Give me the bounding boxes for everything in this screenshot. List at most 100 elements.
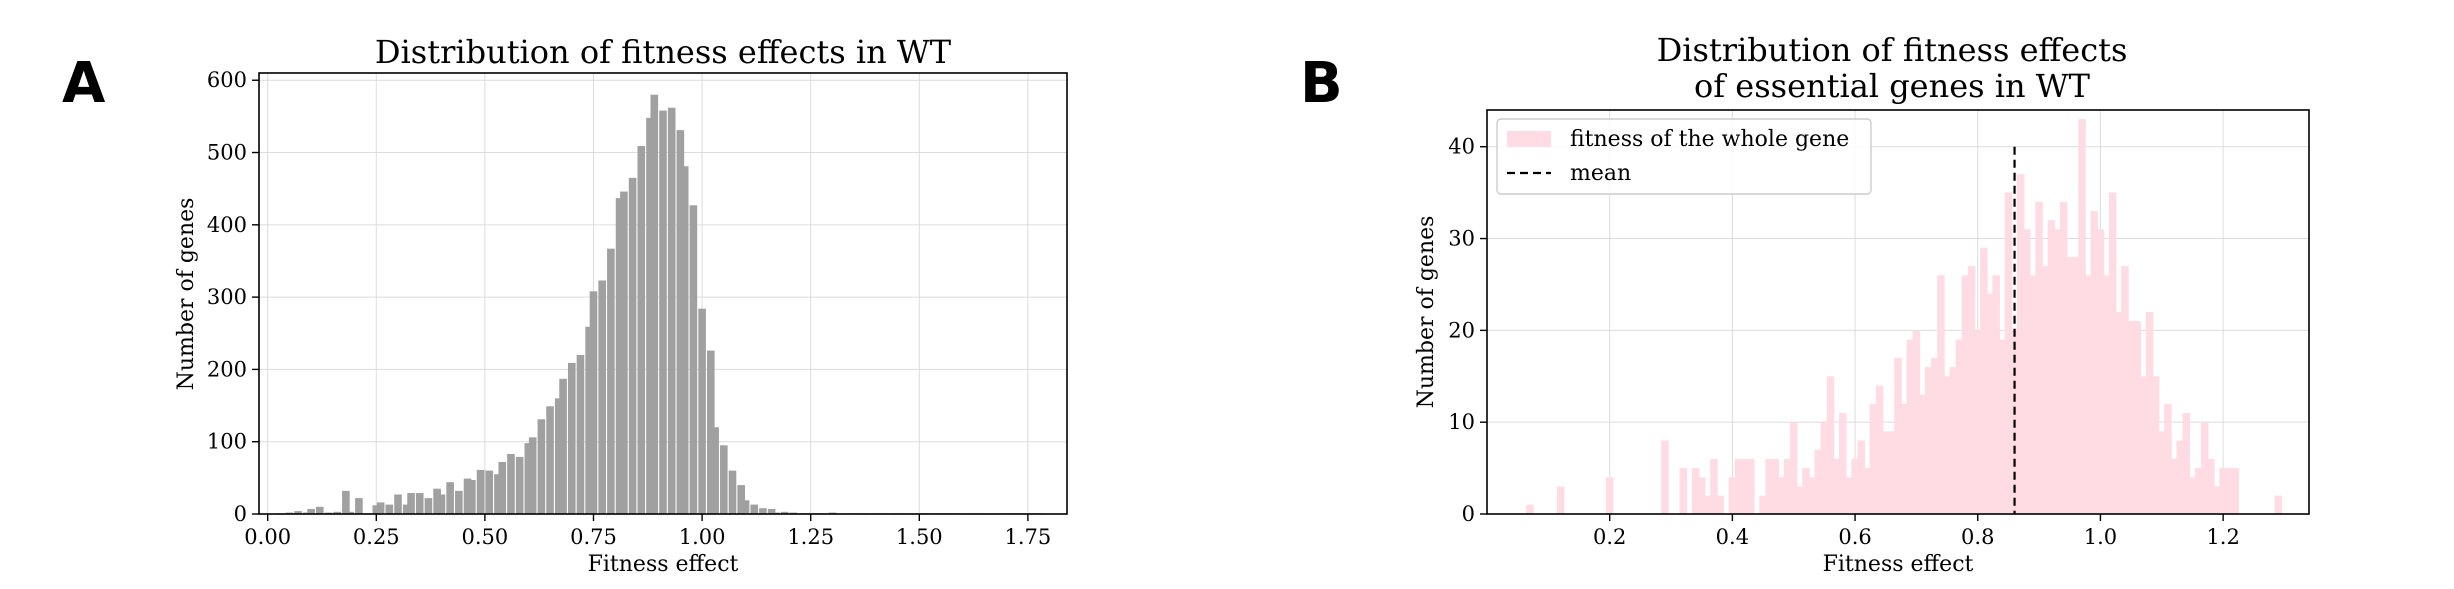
panel-a-bar (385, 504, 394, 514)
panel-a-bar (528, 437, 537, 514)
panel-b-bar (1906, 339, 1915, 514)
panel-b-bar (2115, 312, 2123, 514)
panel-b-bar (2151, 376, 2160, 514)
panel-a-bar (537, 419, 546, 514)
panel-a-ytick-label: 0 (234, 502, 247, 526)
panel-a-bar (355, 498, 363, 514)
panel-b-xtick-label: 0.6 (1838, 525, 1871, 549)
panel-b-bar (1734, 458, 1743, 514)
panel-a-bar (737, 485, 745, 514)
panel-b-bar (2084, 275, 2092, 514)
panel-b-bar (2225, 468, 2234, 514)
panel-b-bar (2096, 229, 2105, 514)
panel-a-bar (424, 498, 433, 514)
panel-a-bar (607, 248, 615, 514)
panel-b-bar (2231, 468, 2240, 514)
panel-b-bar (1924, 367, 1933, 514)
panel-b-bar (1759, 495, 1767, 514)
panel-b-bar (1943, 376, 1951, 514)
panel-b-ticks: 0.2 0.4 0.6 0.8 1.0 1.2 0 10 20 30 40 (1448, 135, 2240, 549)
panel-a: A Distribution of fitness effects in WT … (62, 33, 1068, 577)
panel-a-bar (376, 502, 385, 514)
panel-a-ytick-label: 100 (207, 430, 247, 454)
panel-a-ytick-label: 200 (207, 357, 247, 381)
panel-b-bar (2200, 422, 2209, 514)
panel-b-bar (1851, 458, 1859, 514)
panel-b-bar (2090, 211, 2099, 514)
panel-b-bar (1949, 367, 1957, 514)
panel-a-ytick-label: 300 (207, 285, 247, 309)
legend-box (1496, 118, 1872, 195)
panel-b-bar (2102, 275, 2111, 514)
panel-b-bar (1869, 403, 1878, 514)
panel-b-bar (1857, 440, 1865, 514)
panel-a-bar (741, 500, 750, 514)
panel-a-bar (567, 362, 576, 514)
panel-b-bar (1875, 385, 1884, 514)
panel-a-bar (576, 354, 585, 514)
panel-a-bar (446, 482, 454, 514)
panel-a-plot-frame (258, 72, 1068, 515)
panel-a-bar (680, 166, 689, 514)
panel-a-bars (276, 94, 1045, 515)
panel-b-bar (1839, 413, 1847, 514)
panel-b-bar (1691, 468, 1700, 514)
panel-a-bar (437, 494, 446, 514)
panel-a-bar (554, 398, 563, 514)
panel-b-bar (1661, 440, 1669, 514)
panel-b-bar (1777, 477, 1786, 514)
panel-b-xtick-label: 0.4 (1716, 525, 1749, 549)
panel-b-bar (2004, 192, 2013, 515)
panel-b-bar (2145, 312, 2154, 514)
panel-a-bar (711, 427, 719, 514)
legend-label-whole-gene: fitness of the whole gene (1570, 127, 1849, 152)
panel-b-bar (2127, 321, 2135, 514)
panel-b-bar (1973, 330, 1982, 514)
panel-b-bar (1679, 468, 1688, 514)
panel-a-bar (667, 107, 676, 515)
panel-b-bar (1961, 275, 1970, 514)
panel-a-ticks: 0.00 0.25 0.50 0.75 1.00 1.25 1.50 1.75 0 100 200 3… (207, 68, 1051, 549)
panel-a-bar (615, 198, 624, 514)
panel-b-bar (2133, 321, 2142, 514)
panel-b-bar (2170, 458, 2178, 514)
panel-b-bar (1955, 339, 1964, 514)
panel-b-xtick-label: 0.8 (1961, 525, 1994, 549)
panel-b-bar (1820, 422, 1829, 514)
panel-b-bar (2108, 192, 2117, 515)
panel-a-bar (342, 490, 350, 514)
legend-label-mean: mean (1570, 161, 1631, 186)
panel-b-bar (2035, 201, 2043, 514)
panel-b-bar (2016, 174, 2025, 515)
panel-a-bar (585, 326, 593, 514)
panel-a-bar (463, 478, 472, 514)
panel-a-bar (307, 508, 315, 514)
panel-a-bar (455, 490, 463, 514)
panel-b-bar (1918, 394, 1927, 514)
panel-a-bar (468, 480, 476, 514)
panel-b-bar (1863, 468, 1872, 514)
panel-b-bar (1845, 477, 1853, 514)
panel-b-xtick-label: 1.2 (2206, 525, 2239, 549)
panel-b-title-line2: of essential genes in WT (1694, 67, 2091, 105)
panel-b-bar (2182, 413, 2191, 514)
panel-a-xtick-label: 0.50 (462, 525, 509, 549)
panel-a-ytick-label: 500 (207, 141, 247, 165)
panel-b-bar (2213, 486, 2221, 514)
panel-a-bar (728, 470, 737, 514)
panel-a-bar (676, 130, 685, 515)
panel-b-bar (2194, 468, 2203, 514)
panel-a-bar (524, 443, 533, 514)
panel-b-bar (1796, 486, 1804, 514)
panel-a-bar (394, 494, 402, 514)
panel-a-bar (415, 493, 424, 514)
panel-b-xlabel: Fitness effect (1823, 552, 1974, 577)
panel-b-bar (2219, 468, 2227, 514)
panel-a-bar (659, 110, 667, 514)
panel-b-bar (2158, 431, 2166, 514)
panel-b-ytick-label: 30 (1448, 227, 1475, 251)
panel-a-xtick-label: 0.75 (570, 525, 617, 549)
panel-b-bar (2188, 477, 2197, 514)
panel-a-bar (559, 378, 567, 514)
